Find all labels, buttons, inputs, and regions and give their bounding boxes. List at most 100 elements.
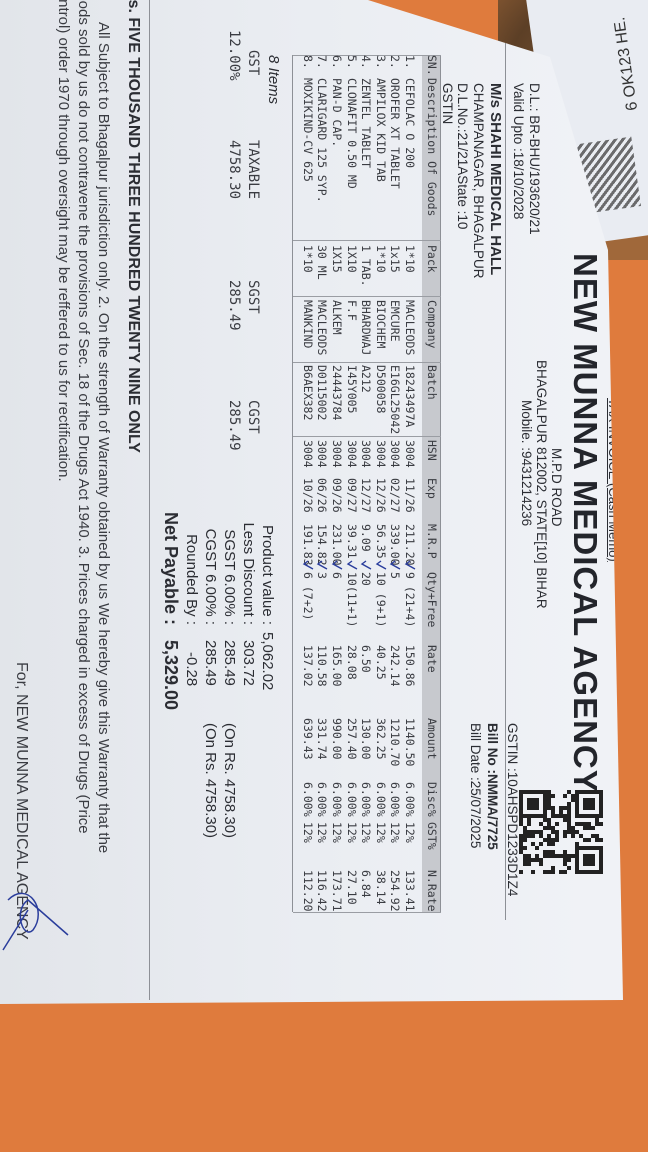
cell-n-rate: 173.71 bbox=[330, 870, 344, 912]
cell-qty-free: 20 bbox=[359, 572, 374, 586]
pen-tick-icon bbox=[375, 560, 387, 570]
table-row: 5. CLONAFIT 0.50 MD 1X10 F.F I45Y005 3004 09/2… bbox=[344, 0, 358, 1152]
cell-amount: 1140.50 bbox=[403, 718, 417, 767]
cell-hsn: 3004 bbox=[300, 440, 315, 468]
cell-amount: 331.74 bbox=[315, 718, 330, 760]
cell-batch: B6AEX382 bbox=[300, 365, 315, 421]
pen-tick-icon bbox=[389, 560, 401, 570]
sgst-value: 285.49 bbox=[221, 640, 238, 686]
terms-line-2: goods sold by us do not contravene the p… bbox=[75, 0, 92, 834]
cell-exp: 10/26 bbox=[300, 478, 315, 513]
cell-n-rate: 6.84 bbox=[359, 870, 374, 898]
table-bottom-border bbox=[292, 55, 293, 912]
cell-company: MANKIND bbox=[300, 300, 315, 349]
cell-company: BIOCHEM bbox=[373, 300, 388, 349]
cell-rate: 28.08 bbox=[344, 645, 359, 680]
cell-n-rate: 116.42 bbox=[315, 870, 330, 912]
cell-exp: 11/26 bbox=[403, 478, 417, 513]
cell-pack: 30 ML bbox=[315, 245, 330, 280]
cell-hsn: 3004 bbox=[373, 440, 388, 468]
cell-qty-free: 3 bbox=[315, 572, 330, 579]
cell-disc: 6.00% bbox=[388, 782, 403, 817]
firm-address-1: M.P.D ROAD bbox=[549, 448, 564, 527]
cell-amount: 1210.70 bbox=[388, 718, 403, 767]
cell-gst: 12% bbox=[344, 822, 359, 843]
cell-gst: 12% bbox=[300, 822, 315, 843]
qr-code-icon bbox=[519, 790, 603, 874]
column-header-sn: SN. bbox=[425, 55, 439, 76]
totals-divider bbox=[149, 0, 150, 1000]
rounded-label: Rounded By : bbox=[183, 534, 200, 625]
table-row: 6. PAN-D CAP. 1X15 ALKEM 24443784 3004 09/26 23… bbox=[329, 0, 343, 1152]
gst-summary-header: GST bbox=[245, 50, 261, 76]
cell-rate: 137.02 bbox=[300, 645, 315, 687]
cell-description: ZENTEL TABLET bbox=[359, 78, 374, 169]
net-payable-value: 5,329.00 bbox=[161, 640, 181, 711]
sgst-label: SGST 6.00% : bbox=[221, 529, 238, 625]
cell-rate: 150.86 bbox=[403, 645, 417, 687]
cell-gst: 12% bbox=[330, 822, 344, 843]
cgst-on: (On Rs. 4758.30) bbox=[202, 723, 219, 839]
cell-gst: 12% bbox=[403, 822, 417, 843]
column-header-qty-free: Qty+Free bbox=[425, 572, 439, 628]
cell-pack: 1x15 bbox=[388, 245, 403, 273]
header-divider bbox=[505, 20, 506, 920]
dl-valid-upto: Valid Upto :18/10/2028 bbox=[511, 83, 526, 220]
table-row: 8. MOXIKIND-CV 625 1*10 MANKIND B6AEX382 3004… bbox=[300, 0, 314, 1152]
table-row: 4. ZENTEL TABLET 1 TAB. BHARDWAJ A212 3004 12/… bbox=[358, 0, 372, 1152]
cell-sn: 4. bbox=[359, 55, 374, 69]
cell-hsn: 3004 bbox=[403, 440, 417, 468]
cell-sn: 6. bbox=[330, 55, 344, 69]
bill-number: Bill No :NMMA/7725 bbox=[485, 723, 500, 850]
cell-hsn: 3004 bbox=[388, 440, 403, 468]
cell-amount: 362.25 bbox=[373, 718, 388, 760]
cell-description: CEFOLAC O 200 bbox=[403, 78, 417, 169]
second-receipt-text: 6 OK123 HE. bbox=[611, 15, 642, 112]
cell-sn: 3. bbox=[373, 55, 388, 69]
cell-pack: 1X10 bbox=[344, 245, 359, 273]
cell-exp: 06/26 bbox=[315, 478, 330, 513]
firm-mobile: Mobile. :9431214236 bbox=[519, 400, 534, 527]
cell-amount: 639.43 bbox=[300, 718, 315, 760]
cell-company: F.F bbox=[344, 300, 359, 321]
cell-qty-free: 6 bbox=[330, 572, 344, 579]
table-row: 3. AMPILOX KID TAB 1*10 BIOCHEM D500058 3004 1… bbox=[373, 0, 387, 1152]
items-count: 8 Items bbox=[265, 55, 282, 105]
table-top-border bbox=[440, 55, 441, 912]
column-header-pack: Pack bbox=[425, 245, 439, 273]
gst-summary-header: CGST bbox=[245, 400, 261, 434]
cell-exp: 12/27 bbox=[359, 478, 374, 513]
cell-pack: 1*10 bbox=[300, 245, 315, 273]
pen-tick-icon bbox=[331, 560, 343, 570]
dl-number: D.L.: BR-BHU/193620/21 bbox=[527, 83, 542, 235]
cell-qty-free: 10(11+1) bbox=[344, 572, 359, 628]
cell-mrp: 39.31 bbox=[344, 524, 359, 559]
firm-address-2: BHAGALPUR 812002, STATE[10] BIHAR bbox=[534, 360, 549, 609]
cell-exp: 09/26 bbox=[330, 478, 344, 513]
gst-summary-value: 285.49 bbox=[226, 280, 242, 331]
cell-description: OROFER XT TABLET bbox=[388, 78, 403, 189]
cell-rate: 242.14 bbox=[388, 645, 403, 687]
gst-summary-header: TAXABLE bbox=[245, 140, 261, 200]
discount-value: 303.72 bbox=[240, 640, 257, 686]
gst-summary-value: 4758.30 bbox=[226, 140, 242, 200]
cell-description: AMPILOX KID TAB bbox=[373, 78, 388, 182]
pen-tick-icon bbox=[302, 560, 314, 570]
buyer-name: M/s SHAHI MEDICAL HALL bbox=[487, 83, 504, 276]
cell-n-rate: 112.20 bbox=[300, 870, 315, 912]
cell-n-rate: 133.41 bbox=[403, 870, 417, 912]
cell-disc: 6.00% bbox=[315, 782, 330, 817]
cell-disc: 6.00% bbox=[300, 782, 315, 817]
cell-disc: 6.00% bbox=[330, 782, 344, 817]
signature-scribble bbox=[0, 840, 88, 960]
bill-date: Bill Date :25/07/2025 bbox=[468, 723, 483, 849]
pen-tick-icon bbox=[404, 560, 416, 570]
cell-disc: 6.00% bbox=[344, 782, 359, 817]
pen-tick-icon bbox=[360, 560, 372, 570]
cell-sn: 1. bbox=[403, 55, 417, 69]
product-value: 5,062.02 bbox=[259, 632, 276, 691]
cell-n-rate: 38.14 bbox=[373, 870, 388, 905]
column-header-gst: GST% bbox=[425, 822, 439, 850]
